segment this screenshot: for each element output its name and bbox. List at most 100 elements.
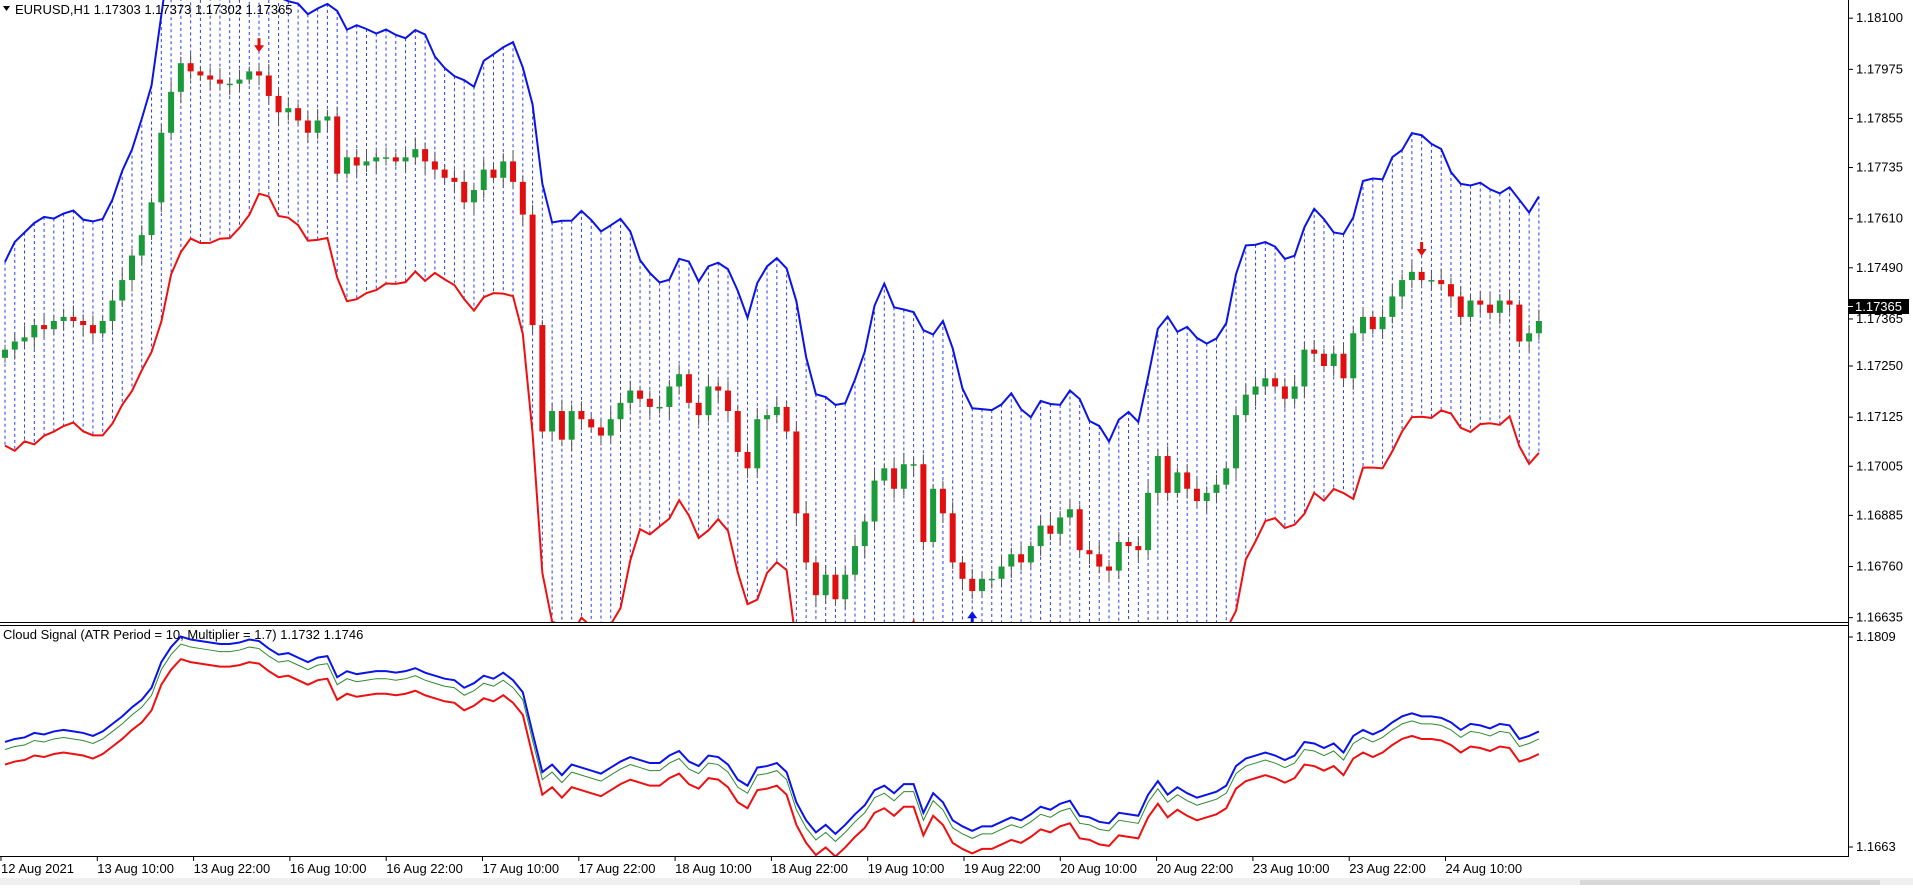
- lower-band-line: [4, 192, 1540, 622]
- candle-body: [500, 161, 507, 178]
- candle-body: [1506, 300, 1513, 305]
- candle-body: [1330, 353, 1337, 367]
- signal-arrows: [254, 38, 1427, 622]
- candle-body: [1350, 333, 1357, 379]
- candle-body: [148, 202, 155, 236]
- candle-body: [50, 321, 57, 330]
- candle-body: [832, 574, 839, 600]
- upper-band-line: [4, 0, 1540, 444]
- candle-body: [734, 411, 741, 452]
- candle-body: [1369, 316, 1376, 330]
- candle-body: [431, 161, 438, 170]
- candle-body: [343, 157, 350, 174]
- current-price-label: 1.17365: [1855, 299, 1902, 314]
- candle-body: [851, 546, 858, 575]
- candle-body: [666, 386, 673, 407]
- candle-body: [1115, 541, 1122, 571]
- candle-body: [236, 79, 243, 84]
- candle-body: [588, 419, 595, 428]
- time-tick-label: 13 Aug 22:00: [194, 861, 271, 876]
- candle-body: [930, 488, 937, 542]
- price-tick-label: 1.17490: [1856, 260, 1903, 275]
- candle-body: [392, 157, 399, 162]
- time-tick-label: 18 Aug 10:00: [675, 861, 752, 876]
- candle-body: [109, 300, 116, 321]
- horizontal-scrollbar[interactable]: [1580, 880, 1880, 885]
- time-tick-label: 19 Aug 10:00: [868, 861, 945, 876]
- candle-body: [1516, 304, 1523, 342]
- candle-body: [646, 398, 653, 407]
- price-tick-label: 1.17610: [1856, 211, 1903, 226]
- candle-body: [265, 75, 272, 96]
- candle-body: [412, 149, 419, 158]
- price-tick-label: 1.17855: [1856, 110, 1903, 125]
- symbol-info-label: EURUSD,H1 1.17303 1.17373 1.17302 1.1736…: [15, 2, 293, 17]
- candle-body: [656, 406, 663, 409]
- candle-body: [422, 149, 429, 162]
- candle-body: [705, 386, 712, 416]
- candle-body: [246, 71, 253, 80]
- indicator-panel[interactable]: [4, 635, 1540, 857]
- symbol-header[interactable]: EURUSD,H1 1.17303 1.17373 1.17302 1.1736…: [3, 2, 293, 17]
- candle-body: [910, 464, 917, 466]
- time-tick-label: 23 Aug 22:00: [1349, 861, 1426, 876]
- candle-body: [822, 574, 829, 596]
- indicator-upper-line: [4, 635, 1540, 836]
- candle-body: [1320, 353, 1327, 367]
- candle-body: [1018, 554, 1025, 563]
- candle-body: [1252, 386, 1259, 395]
- price-axis[interactable]: 1.18100 1.17975 1.17855 1.17735 1.17610 1.174…: [1848, 10, 1903, 625]
- candle-body: [724, 390, 731, 412]
- candle-body: [226, 83, 233, 86]
- candle-body: [451, 177, 458, 182]
- candle-body: [21, 337, 28, 342]
- candle-body: [871, 480, 878, 522]
- candle-body: [1027, 546, 1034, 563]
- candle-body: [80, 321, 87, 326]
- price-tick-label: 1.16760: [1856, 559, 1903, 574]
- candle-body: [41, 325, 48, 330]
- candle-body: [764, 415, 771, 420]
- cloud-signal-lines: [4, 635, 1540, 857]
- price-tick-label: 1.18100: [1856, 10, 1903, 25]
- time-axis[interactable]: 12 Aug 2021 13 Aug 10:00 13 Aug 22:00 16 Au…: [0, 857, 1522, 876]
- candle-body: [275, 95, 282, 113]
- price-panel[interactable]: [2, 0, 1542, 772]
- price-tick-label: 1.16635: [1856, 610, 1903, 625]
- price-tick-label: 1.17005: [1856, 458, 1903, 473]
- candle-body: [1233, 415, 1240, 469]
- candle-body: [1457, 296, 1464, 317]
- candle-body: [1360, 316, 1367, 334]
- candle-body: [959, 562, 966, 579]
- candle-body: [285, 108, 292, 113]
- candle-body: [129, 255, 136, 281]
- candle-body: [31, 325, 38, 338]
- candle-body: [676, 374, 683, 387]
- time-tick-label: 16 Aug 10:00: [290, 861, 367, 876]
- candle-body: [314, 120, 321, 133]
- indicator-info-label: Cloud Signal (ATR Period = 10, Multiplie…: [3, 627, 363, 642]
- candle-body: [1193, 488, 1200, 502]
- buy-arrow-icon: [967, 611, 978, 622]
- indicator-tick-label: 1.1809: [1856, 629, 1896, 644]
- candle-body: [754, 419, 761, 469]
- price-tick-label: 1.17250: [1856, 358, 1903, 373]
- candle-body: [353, 157, 360, 166]
- candle-body: [207, 75, 214, 80]
- triangle-down-icon[interactable]: [3, 6, 10, 11]
- indicator-axis[interactable]: 1.1809 1.1663: [1848, 629, 1896, 854]
- candle-body: [334, 116, 341, 174]
- candle-body: [295, 108, 302, 121]
- price-tick-label: 1.17125: [1856, 409, 1903, 424]
- candle-body: [70, 316, 77, 321]
- candle-body: [861, 521, 868, 547]
- candle-body: [891, 468, 898, 489]
- candle-body: [1145, 492, 1152, 551]
- candle-body: [1487, 304, 1494, 313]
- candle-body: [216, 79, 223, 84]
- candlestick-series: [2, 53, 1542, 610]
- price-tick-label: 1.16885: [1856, 507, 1903, 522]
- candle-body: [99, 321, 106, 334]
- candle-body: [773, 406, 780, 416]
